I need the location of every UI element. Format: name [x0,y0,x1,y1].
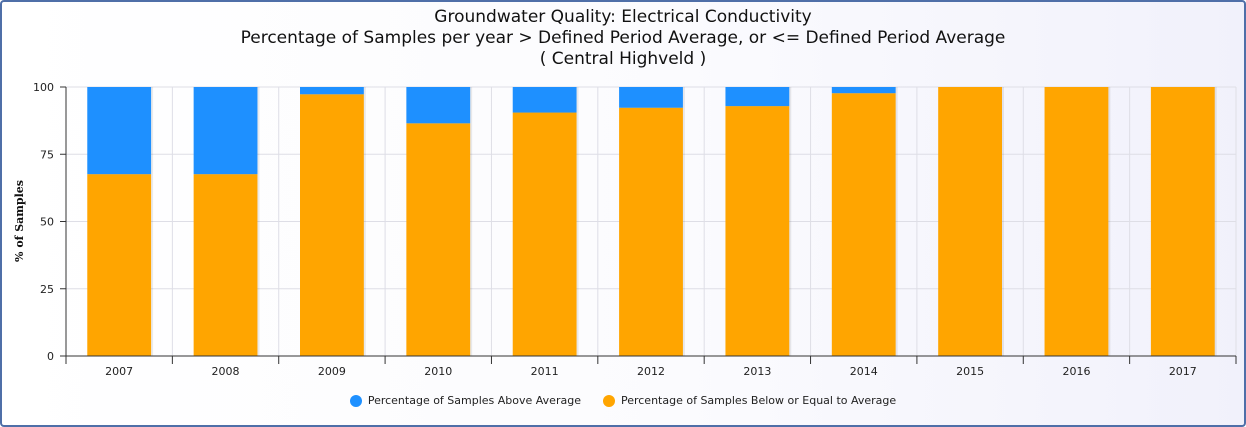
x-tick-label-2013: 2013 [743,365,771,378]
bar-chart: 0 25 50 75 100 2007 2008 2009 2010 2011 2012 2013 20… [13,81,1237,378]
chart-region: ( Central Highveld ) [539,49,707,69]
x-tick-label-2010: 2010 [424,365,452,378]
bar-above-2010 [406,87,471,124]
bar-below-2010 [406,123,471,356]
x-tick-label-2011: 2011 [531,365,559,378]
bar-below-2008 [193,174,258,356]
y-tick-label: 100 [33,81,54,94]
bar-above-2014 [831,87,896,94]
bar-below-2011 [512,112,577,357]
x-tick-label-2007: 2007 [105,365,133,378]
axes: 0 25 50 75 100 2007 2008 2009 2010 2011 2012 2013 20… [33,81,1237,378]
bar-below-2015 [938,87,1002,356]
chart-subtitle: Percentage of Samples per year > Defined… [240,28,1006,48]
legend-label-above: Percentage of Samples Above Average [367,394,581,407]
legend-label-below: Percentage of Samples Below or Equal to … [620,394,897,407]
bar-below-2016 [1044,87,1109,356]
chart-title: Groundwater Quality: Electrical Conducti… [434,7,812,27]
legend-item-below[interactable]: Percentage of Samples Below or Equal to … [602,394,897,407]
bar-below-2013 [725,106,790,356]
bar-above-2013 [725,87,790,107]
y-tick-label: 50 [40,216,54,229]
x-tick-label-2008: 2008 [212,365,240,378]
bar-below-2012 [619,107,683,356]
y-axis-title: % of Samples [13,180,26,262]
y-tick-label: 75 [40,148,54,161]
bar-below-2014 [831,93,896,356]
x-tick-label-2016: 2016 [1062,365,1090,378]
bar-above-2007 [87,87,152,175]
x-tick-label-2015: 2015 [956,365,984,378]
x-tick-label-2012: 2012 [637,365,665,378]
legend-item-above[interactable]: Percentage of Samples Above Average [349,394,581,407]
legend-marker-above [349,394,362,407]
bar-above-2008 [193,87,258,175]
bar-below-2009 [300,94,364,356]
legend: Percentage of Samples Above Average Perc… [0,394,1246,407]
y-tick-label: 25 [40,283,54,296]
bars [87,87,1217,357]
chart-title-block: Groundwater Quality: Electrical Conducti… [0,7,1246,70]
bar-above-2009 [300,87,364,95]
bar-above-2012 [619,87,683,108]
bar-below-2017 [1150,87,1215,356]
x-tick-label-2009: 2009 [318,365,346,378]
bar-below-2007 [87,174,152,356]
bar-above-2011 [512,87,577,113]
x-tick-label-2017: 2017 [1169,365,1197,378]
x-tick-label-2014: 2014 [850,365,878,378]
y-tick-label: 0 [47,350,54,363]
legend-marker-below [602,394,615,407]
